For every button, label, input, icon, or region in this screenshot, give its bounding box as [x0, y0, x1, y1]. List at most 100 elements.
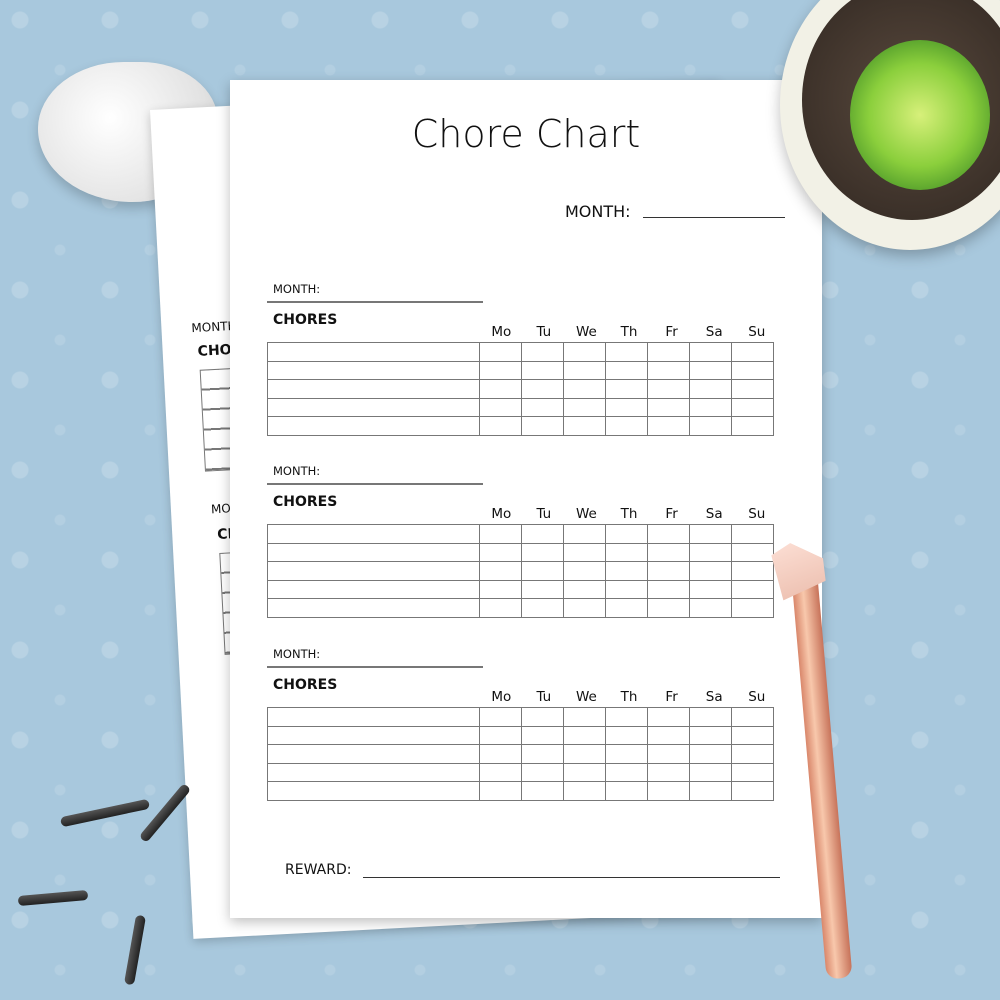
day-checkbox-cell[interactable]	[521, 524, 564, 544]
day-checkbox-cell[interactable]	[479, 342, 522, 362]
day-checkbox-cell[interactable]	[689, 598, 732, 618]
day-checkbox-cell[interactable]	[647, 707, 690, 727]
day-checkbox-cell[interactable]	[647, 744, 690, 764]
day-checkbox-cell[interactable]	[479, 561, 522, 581]
day-checkbox-cell[interactable]	[647, 579, 690, 599]
day-checkbox-cell[interactable]	[521, 379, 564, 399]
chore-cell[interactable]	[267, 744, 480, 764]
chore-cell[interactable]	[267, 725, 480, 745]
day-checkbox-cell[interactable]	[521, 579, 564, 599]
day-checkbox-cell[interactable]	[479, 397, 522, 417]
day-checkbox-cell[interactable]	[689, 707, 732, 727]
day-checkbox-cell[interactable]	[563, 707, 606, 727]
day-checkbox-cell[interactable]	[731, 360, 774, 380]
day-checkbox-cell[interactable]	[563, 598, 606, 618]
day-checkbox-cell[interactable]	[647, 725, 690, 745]
day-checkbox-cell[interactable]	[731, 524, 774, 544]
day-checkbox-cell[interactable]	[605, 744, 648, 764]
day-checkbox-cell[interactable]	[479, 542, 522, 562]
day-checkbox-cell[interactable]	[689, 561, 732, 581]
chore-cell[interactable]	[267, 707, 480, 727]
day-checkbox-cell[interactable]	[647, 360, 690, 380]
day-checkbox-cell[interactable]	[479, 707, 522, 727]
day-checkbox-cell[interactable]	[647, 416, 690, 436]
day-checkbox-cell[interactable]	[563, 744, 606, 764]
day-checkbox-cell[interactable]	[731, 725, 774, 745]
day-checkbox-cell[interactable]	[647, 561, 690, 581]
day-checkbox-cell[interactable]	[521, 744, 564, 764]
chore-cell[interactable]	[267, 397, 480, 417]
day-checkbox-cell[interactable]	[479, 725, 522, 745]
day-checkbox-cell[interactable]	[605, 416, 648, 436]
day-checkbox-cell[interactable]	[689, 524, 732, 544]
day-checkbox-cell[interactable]	[605, 725, 648, 745]
day-checkbox-cell[interactable]	[731, 542, 774, 562]
day-checkbox-cell[interactable]	[563, 360, 606, 380]
day-checkbox-cell[interactable]	[605, 579, 648, 599]
day-checkbox-cell[interactable]	[647, 762, 690, 782]
chore-cell[interactable]	[267, 598, 480, 618]
day-checkbox-cell[interactable]	[605, 561, 648, 581]
day-checkbox-cell[interactable]	[689, 725, 732, 745]
day-checkbox-cell[interactable]	[521, 598, 564, 618]
day-checkbox-cell[interactable]	[689, 342, 732, 362]
day-checkbox-cell[interactable]	[731, 707, 774, 727]
day-checkbox-cell[interactable]	[605, 360, 648, 380]
day-checkbox-cell[interactable]	[479, 579, 522, 599]
day-checkbox-cell[interactable]	[731, 762, 774, 782]
day-checkbox-cell[interactable]	[563, 781, 606, 801]
chore-cell[interactable]	[267, 542, 480, 562]
day-checkbox-cell[interactable]	[689, 379, 732, 399]
day-checkbox-cell[interactable]	[689, 744, 732, 764]
day-checkbox-cell[interactable]	[647, 379, 690, 399]
day-checkbox-cell[interactable]	[563, 397, 606, 417]
day-checkbox-cell[interactable]	[689, 360, 732, 380]
day-checkbox-cell[interactable]	[563, 762, 606, 782]
day-checkbox-cell[interactable]	[479, 379, 522, 399]
day-checkbox-cell[interactable]	[521, 416, 564, 436]
day-checkbox-cell[interactable]	[689, 542, 732, 562]
day-checkbox-cell[interactable]	[731, 397, 774, 417]
day-checkbox-cell[interactable]	[563, 342, 606, 362]
day-checkbox-cell[interactable]	[479, 762, 522, 782]
day-checkbox-cell[interactable]	[689, 579, 732, 599]
day-checkbox-cell[interactable]	[521, 542, 564, 562]
day-checkbox-cell[interactable]	[689, 762, 732, 782]
day-checkbox-cell[interactable]	[521, 561, 564, 581]
day-checkbox-cell[interactable]	[647, 397, 690, 417]
day-checkbox-cell[interactable]	[479, 781, 522, 801]
day-checkbox-cell[interactable]	[689, 781, 732, 801]
day-checkbox-cell[interactable]	[521, 725, 564, 745]
day-checkbox-cell[interactable]	[563, 725, 606, 745]
chore-cell[interactable]	[267, 579, 480, 599]
day-checkbox-cell[interactable]	[731, 598, 774, 618]
day-checkbox-cell[interactable]	[521, 781, 564, 801]
day-checkbox-cell[interactable]	[521, 762, 564, 782]
day-checkbox-cell[interactable]	[479, 360, 522, 380]
day-checkbox-cell[interactable]	[521, 342, 564, 362]
day-checkbox-cell[interactable]	[689, 397, 732, 417]
day-checkbox-cell[interactable]	[731, 781, 774, 801]
day-checkbox-cell[interactable]	[731, 561, 774, 581]
day-checkbox-cell[interactable]	[605, 707, 648, 727]
day-checkbox-cell[interactable]	[647, 342, 690, 362]
day-checkbox-cell[interactable]	[605, 397, 648, 417]
day-checkbox-cell[interactable]	[605, 524, 648, 544]
chore-cell[interactable]	[267, 342, 480, 362]
day-checkbox-cell[interactable]	[521, 707, 564, 727]
day-checkbox-cell[interactable]	[731, 744, 774, 764]
day-checkbox-cell[interactable]	[689, 416, 732, 436]
day-checkbox-cell[interactable]	[731, 342, 774, 362]
chore-cell[interactable]	[267, 524, 480, 544]
day-checkbox-cell[interactable]	[731, 416, 774, 436]
day-checkbox-cell[interactable]	[605, 762, 648, 782]
day-checkbox-cell[interactable]	[563, 561, 606, 581]
day-checkbox-cell[interactable]	[731, 579, 774, 599]
chore-cell[interactable]	[267, 360, 480, 380]
chore-cell[interactable]	[267, 762, 480, 782]
day-checkbox-cell[interactable]	[605, 342, 648, 362]
day-checkbox-cell[interactable]	[605, 379, 648, 399]
day-checkbox-cell[interactable]	[731, 379, 774, 399]
day-checkbox-cell[interactable]	[479, 598, 522, 618]
day-checkbox-cell[interactable]	[563, 579, 606, 599]
